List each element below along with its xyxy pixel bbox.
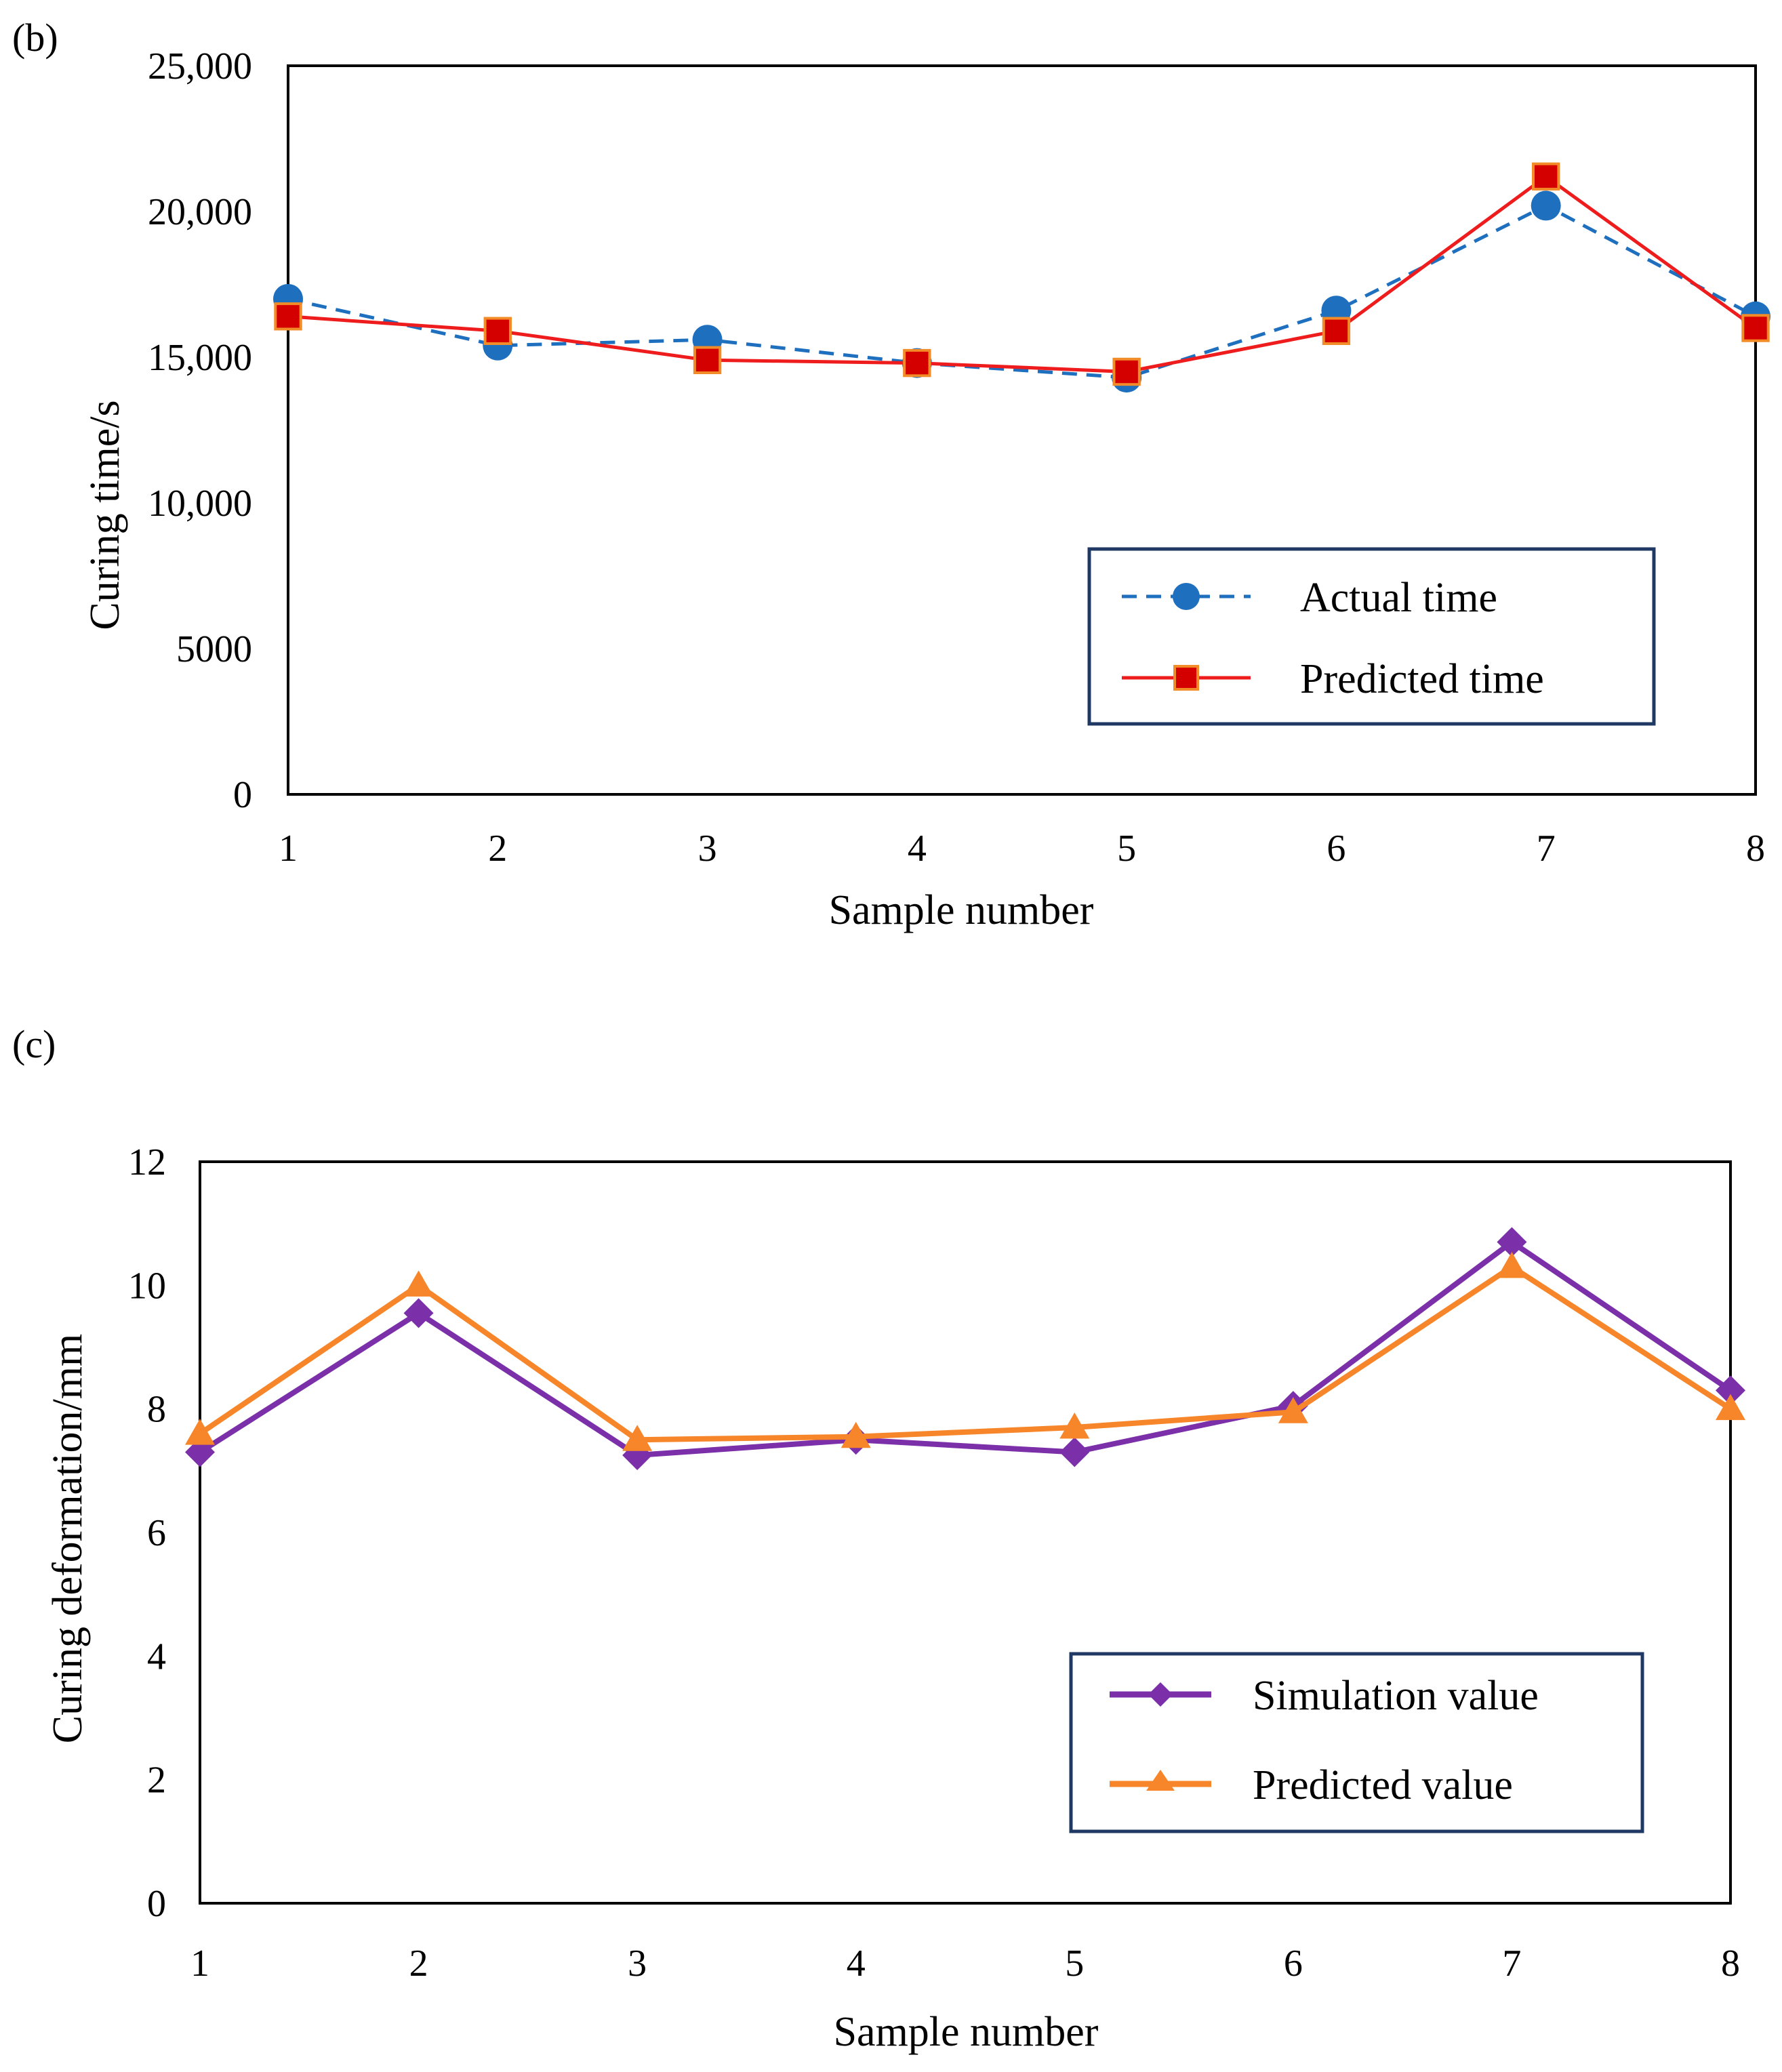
x-tick-label: 1	[190, 1943, 209, 1985]
y-axis-title-c: Curing deformation/mm	[45, 1334, 91, 1743]
panel-label-b: (b)	[12, 16, 58, 60]
x-tick-label: 4	[847, 1943, 866, 1985]
data-point-predicted-time	[274, 302, 302, 331]
x-tick-label: 7	[1537, 828, 1556, 870]
legend-label-actual-time: Actual time	[1300, 575, 1497, 621]
y-tick-label: 8	[147, 1389, 166, 1431]
data-point-simulation-value	[1059, 1437, 1090, 1467]
y-tick-labels-c: 0 2 4 6 8 10 12	[128, 1141, 166, 1925]
data-point-predicted-value	[185, 1419, 215, 1445]
y-axis-title-b: Curing time/s	[82, 400, 128, 630]
y-tick-labels-b: 0 5000 10,000 15,000 20,000 25,000	[148, 45, 252, 816]
x-tick-label: 5	[1065, 1943, 1084, 1985]
data-point-predicted-time	[483, 317, 512, 346]
y-tick-label: 25,000	[148, 45, 252, 87]
y-tick-label: 5000	[176, 628, 252, 670]
data-point-predicted-value	[1278, 1397, 1308, 1423]
legend-box-b	[1087, 547, 1656, 726]
data-point-predicted-time	[1532, 162, 1560, 191]
series-group-c	[185, 1227, 1745, 1471]
x-tick-label: 7	[1502, 1943, 1521, 1985]
y-tick-label: 12	[128, 1141, 166, 1183]
x-tick-label: 4	[908, 828, 927, 870]
x-tick-label: 6	[1327, 828, 1345, 870]
data-point-predicted-value	[841, 1421, 871, 1448]
x-axis-title-c: Sample number	[834, 2009, 1099, 2055]
x-tick-label: 3	[628, 1943, 647, 1985]
series-line-predicted-value	[198, 1263, 1733, 1443]
data-point-simulation-value	[1716, 1375, 1745, 1406]
x-tick-label: 5	[1117, 828, 1136, 870]
data-point-simulation-value	[403, 1298, 434, 1328]
legend-label-predicted-time: Predicted time	[1300, 656, 1544, 702]
data-point-predicted-value	[1059, 1413, 1090, 1439]
legend-label-simulation-value: Simulation value	[1253, 1673, 1539, 1719]
x-tick-label: 8	[1746, 828, 1765, 870]
series-line-simulation-value	[198, 1239, 1733, 1459]
y-tick-label: 0	[147, 1883, 166, 1925]
x-tick-label: 2	[409, 1943, 428, 1985]
data-point-predicted-time	[1322, 317, 1351, 346]
legend-b: Actual time Predicted time	[1087, 547, 1656, 726]
chart-panel-b: (b) 0 5000 10,000 15,000 20,000 25,000 1 2 3 4 5 6…	[12, 16, 1770, 933]
y-tick-label: 0	[233, 774, 252, 816]
x-tick-label: 6	[1284, 1943, 1303, 1985]
data-point-predicted-value	[403, 1270, 434, 1297]
x-axis-title-b: Sample number	[829, 887, 1094, 933]
series-line-predicted-time	[287, 174, 1757, 373]
legend-marker-actual-time	[1173, 583, 1200, 610]
data-point-actual-time	[1531, 190, 1561, 221]
y-tick-label: 2	[147, 1760, 166, 1802]
plot-area-b	[287, 64, 1757, 796]
x-tick-labels-c: 1 2 3 4 5 6 7 8	[190, 1943, 1740, 1985]
y-tick-label: 10	[128, 1265, 166, 1307]
panel-label-c: (c)	[12, 1022, 56, 1066]
series-group-b	[273, 162, 1770, 393]
x-tick-label: 2	[488, 828, 507, 870]
data-point-predicted-time	[1741, 314, 1770, 342]
legend-marker-predicted-time	[1173, 665, 1199, 691]
data-point-predicted-time	[693, 346, 722, 374]
y-tick-label: 15,000	[148, 337, 252, 379]
x-tick-label: 1	[279, 828, 298, 870]
legend-marker-predicted-value	[1146, 1770, 1175, 1791]
legend-box-c	[1069, 1652, 1644, 1833]
data-point-simulation-value	[1497, 1227, 1527, 1257]
legend-label-predicted-value: Predicted value	[1253, 1762, 1513, 1808]
data-point-predicted-time	[903, 348, 931, 378]
y-tick-label: 4	[147, 1636, 166, 1678]
series-line-actual-time	[287, 203, 1757, 380]
y-tick-label: 6	[147, 1512, 166, 1554]
y-tick-label: 10,000	[148, 483, 252, 525]
legend-marker-simulation-value	[1148, 1682, 1173, 1707]
x-tick-label: 8	[1721, 1943, 1740, 1985]
x-tick-label: 3	[698, 828, 717, 870]
data-point-predicted-value	[1716, 1394, 1745, 1421]
x-tick-labels-b: 1 2 3 4 5 6 7 8	[279, 828, 1765, 870]
plot-area-c	[199, 1160, 1732, 1905]
data-point-predicted-value	[622, 1425, 653, 1451]
y-tick-label: 20,000	[148, 191, 252, 233]
data-point-predicted-time	[1112, 357, 1141, 386]
data-point-predicted-value	[1497, 1251, 1527, 1278]
legend-c: Simulation value Predicted value	[1069, 1652, 1644, 1833]
